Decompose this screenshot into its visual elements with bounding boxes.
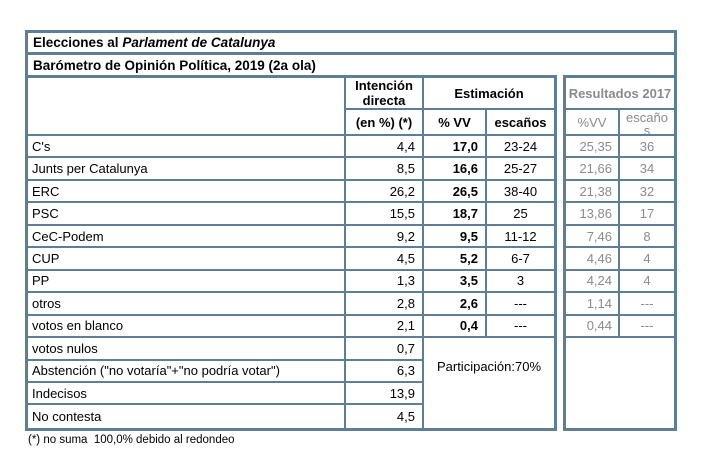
cell-participacion: Participación:70% xyxy=(436,359,542,375)
cell-est-vv: 0,4 xyxy=(424,315,487,339)
cell-est-escanos: 25-27 xyxy=(487,158,554,181)
cell-est-vv: 18,7 xyxy=(424,203,487,226)
cell-est-vv: 2,6 xyxy=(424,293,487,316)
cell-est-escanos: 38-40 xyxy=(487,181,554,204)
cell-2017-vv: 0,44 xyxy=(566,315,620,339)
cell-2017-escanos: --- xyxy=(620,316,674,339)
row-label: Junts per Catalunya xyxy=(28,158,346,181)
col-subheader-2017-escanos: escaños xyxy=(620,110,674,136)
results-2017-table: Resultados 2017 %VV escaños 25,35 36 21,… xyxy=(563,75,677,431)
cell-est-escanos: 25 xyxy=(487,203,554,226)
cell-2017-vv: 21,38 xyxy=(566,180,620,204)
cell-est-escanos: --- xyxy=(487,293,554,316)
cell-intencion: 8,5 xyxy=(346,158,424,181)
cell-2017-vv: 7,46 xyxy=(566,225,620,249)
cell-2017-vv: 4,24 xyxy=(566,270,620,294)
cell-intencion: 1,3 xyxy=(346,270,424,294)
row-label: votos en blanco xyxy=(28,315,346,339)
cell-2017-vv: 25,35 xyxy=(566,136,620,159)
cell-intencion: 4,4 xyxy=(346,136,424,159)
cell-intencion: 9,2 xyxy=(346,225,424,249)
cell-2017-escanos: 4 xyxy=(620,248,674,271)
title-row-elections: Elecciones al Parlament de Catalunya xyxy=(25,30,677,52)
title-italic: Parlament de Catalunya xyxy=(122,35,276,50)
cell-intencion: 2,1 xyxy=(346,315,424,339)
cell-2017-vv: 4,46 xyxy=(566,248,620,271)
cell-2017-vv: 1,14 xyxy=(566,293,620,316)
cell-intencion: 15,5 xyxy=(346,203,424,226)
cell-2017-escanos: --- xyxy=(620,293,674,316)
cell-est-escanos: 6-7 xyxy=(487,248,554,271)
col-subheader-escanos: escaños xyxy=(487,110,554,136)
cell-est-vv: 17,0 xyxy=(424,136,487,159)
corner-empty-cell xyxy=(28,78,346,136)
col-header-estimacion: Estimación xyxy=(424,78,554,110)
cell-est-escanos: 3 xyxy=(487,271,554,294)
row-label: CUP xyxy=(28,248,346,271)
row-label: votos nulos xyxy=(28,338,346,361)
cell-2017-escanos: 36 xyxy=(620,136,674,159)
cell-est-escanos: 11-12 xyxy=(487,226,554,249)
cell-est-vv: 16,6 xyxy=(424,158,487,181)
title-prefix: Elecciones al xyxy=(33,35,123,50)
cell-2017-vv: 13,86 xyxy=(566,203,620,226)
col-header-intencion-directa: Intención directa xyxy=(346,78,424,110)
row-label: otros xyxy=(28,293,346,316)
row-label: Abstención ("no votaría"+"no podría vota… xyxy=(28,360,346,383)
barometer-title: Barómetro de Opinión Política, 2019 (2a … xyxy=(33,57,316,73)
results-empty-cell xyxy=(566,338,674,428)
title-row-barometer: Barómetro de Opinión Política, 2019 (2a … xyxy=(25,52,677,75)
cell-intencion: 4,5 xyxy=(346,248,424,271)
col-subheader-2017-pct-vv: %VV xyxy=(566,110,620,136)
cell-2017-escanos: 8 xyxy=(620,226,674,249)
main-table: Intención directa Estimación (en %) (*) … xyxy=(25,75,557,431)
cell-2017-vv: 21,66 xyxy=(566,158,620,181)
footnote: (*) no suma 100,0% debido al redondeo xyxy=(28,434,235,446)
cell-est-vv: 5,2 xyxy=(424,248,487,271)
cell-est-vv: 26,5 xyxy=(424,180,487,204)
row-label: ERC xyxy=(28,180,346,204)
cell-est-escanos: 23-24 xyxy=(487,136,554,159)
row-label: CeC-Podem xyxy=(28,225,346,249)
col-header-resultados-2017: Resultados 2017 xyxy=(566,78,674,110)
cell-intencion: 4,5 xyxy=(346,405,424,428)
cell-intencion: 26,2 xyxy=(346,180,424,204)
cell-intencion: 6,3 xyxy=(346,360,424,383)
cell-est-escanos: --- xyxy=(487,316,554,339)
cell-intencion: 13,9 xyxy=(346,382,424,406)
cell-2017-escanos: 34 xyxy=(620,158,674,181)
row-label: PSC xyxy=(28,203,346,226)
row-label: PP xyxy=(28,270,346,294)
cell-est-vv: 9,5 xyxy=(424,225,487,249)
cell-est-vv: 3,5 xyxy=(424,270,487,294)
row-label: No contesta xyxy=(28,405,346,428)
cell-intencion: 2,8 xyxy=(346,293,424,316)
col-subheader-en-pct: (en %) (*) xyxy=(346,110,424,136)
cell-2017-escanos: 32 xyxy=(620,181,674,204)
row-label: C's xyxy=(28,136,346,159)
cell-intencion: 0,7 xyxy=(346,338,424,361)
cell-2017-escanos: 4 xyxy=(620,271,674,294)
row-label: Indecisos xyxy=(28,382,346,406)
cell-2017-escanos: 17 xyxy=(620,203,674,226)
col-subheader-pct-vv: % VV xyxy=(424,110,487,136)
